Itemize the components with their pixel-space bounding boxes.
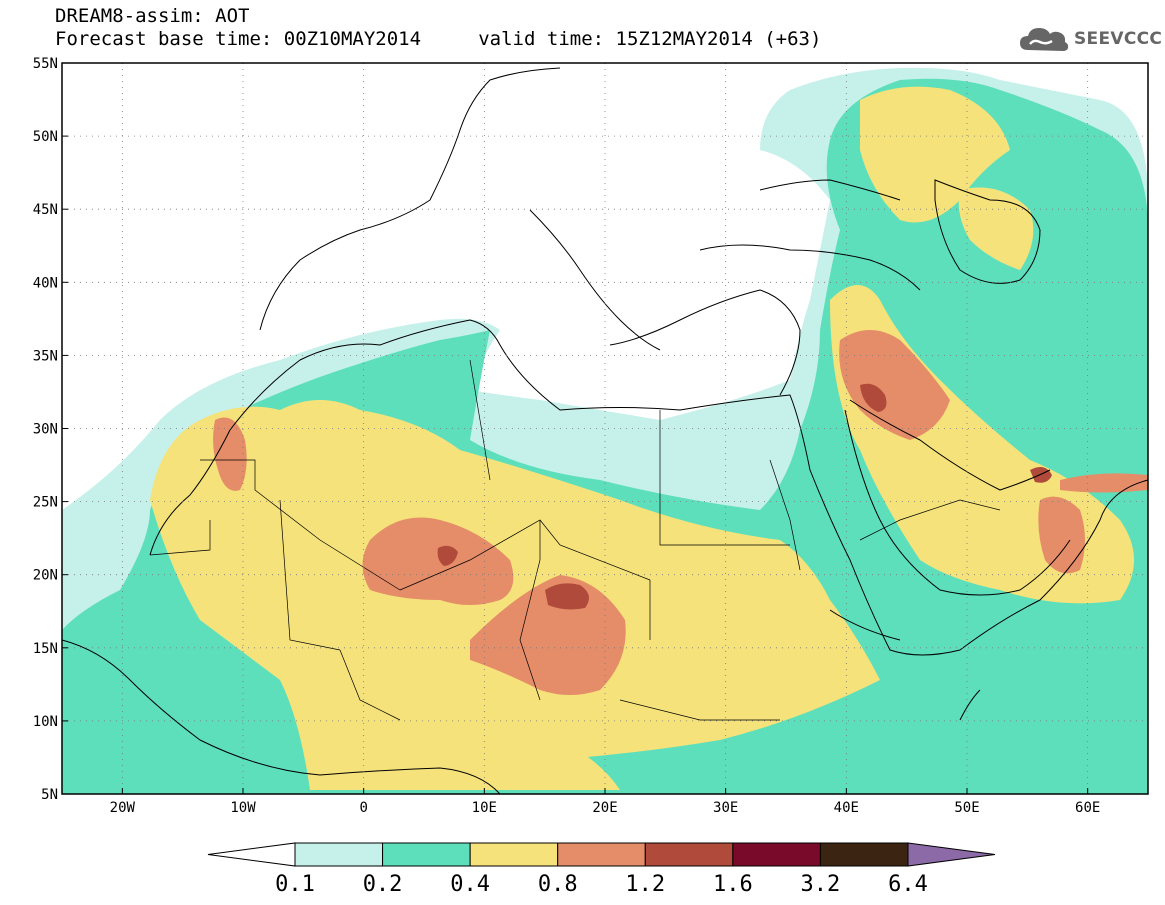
colorbar-label: 1.2: [625, 872, 665, 897]
aot-band-1.2: [437, 383, 1052, 610]
colorbar-label: 0.8: [538, 872, 578, 897]
colorbar-box: [469, 842, 559, 867]
seevccc-logo: SEEVCCC: [1018, 22, 1162, 56]
colorbar-high-triangle: [907, 842, 996, 867]
lat-tick-label: 55N: [33, 56, 58, 72]
colorbar-label: 0.1: [275, 872, 315, 897]
colorbar-box: [644, 842, 734, 867]
logo-text: SEEVCCC: [1074, 29, 1163, 49]
colorbar-box: [732, 842, 821, 867]
latitude-labels: 5N 10N 15N 20N 25N 30N 35N 40N 45N 50N 55N: [33, 56, 58, 803]
longitude-labels: 20W 10W 0 10E 20E 30E 40E 50E 60E: [110, 800, 1101, 816]
lon-tick-label: 30E: [713, 800, 738, 816]
lat-tick-label: 20N: [33, 568, 58, 584]
colorbar-label: 1.6: [713, 872, 753, 897]
lon-tick-label: 20W: [110, 800, 136, 816]
colorbar-label: 6.4: [888, 872, 928, 897]
lat-tick-label: 15N: [33, 641, 58, 657]
map-frame: [61, 62, 1149, 795]
cloud-logo-icon: [1020, 28, 1069, 51]
lat-tick-label: 10N: [33, 714, 58, 730]
lon-tick-label: 10W: [230, 800, 256, 816]
lat-tick-label: 30N: [33, 422, 58, 438]
country-borders: [149, 359, 1001, 721]
colorbar-label: 3.2: [801, 872, 841, 897]
colorbar: 0.1 0.2 0.4 0.8 1.2 1.6 3.2 6.4: [207, 842, 996, 897]
colorbar-box: [294, 842, 384, 867]
lon-tick-label: 10E: [472, 800, 497, 816]
lon-tick-label: 60E: [1075, 800, 1100, 816]
title-line-2: Forecast base time: 00Z10MAY2014 valid t…: [55, 28, 822, 50]
title-line-1: DREAM8-assim: AOT: [55, 5, 250, 27]
lat-tick-label: 40N: [33, 275, 58, 291]
colorbar-box: [382, 842, 471, 867]
colorbar-label: 0.4: [450, 872, 490, 897]
lat-tick-label: 5N: [41, 787, 58, 803]
colorbar-low-triangle: [207, 842, 296, 867]
lat-tick-label: 45N: [33, 202, 58, 218]
lon-tick-label: 50E: [954, 800, 979, 816]
lon-tick-label: 20E: [592, 800, 617, 816]
colorbar-box: [557, 842, 646, 867]
aot-field: [62, 67, 1148, 794]
coastlines: [62, 67, 1148, 794]
lat-tick-label: 25N: [33, 495, 58, 511]
colorbar-box: [819, 842, 909, 867]
lon-tick-label: 40E: [834, 800, 859, 816]
lat-tick-label: 50N: [33, 129, 58, 145]
colorbar-label: 0.2: [363, 872, 403, 897]
lat-tick-label: 35N: [33, 348, 58, 364]
lon-tick-label: 0: [359, 800, 367, 816]
